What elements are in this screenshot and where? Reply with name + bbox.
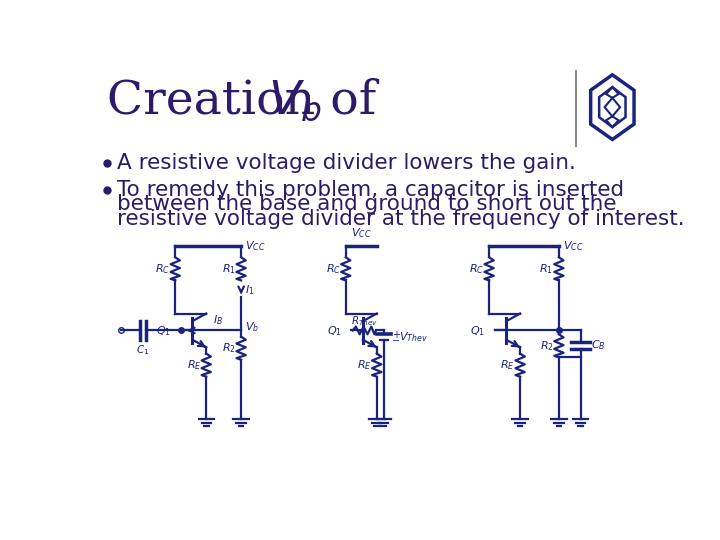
Text: +: +: [392, 330, 400, 340]
Text: Creation of: Creation of: [107, 79, 391, 124]
Text: $R_1$: $R_1$: [222, 262, 235, 276]
Text: $R_C$: $R_C$: [469, 262, 485, 276]
Text: $R_E$: $R_E$: [500, 358, 515, 372]
Text: $V_{CC}$: $V_{CC}$: [351, 226, 372, 240]
Text: $R_E$: $R_E$: [357, 358, 372, 372]
Text: $R_E$: $R_E$: [186, 358, 201, 372]
Text: $R_1$: $R_1$: [539, 262, 554, 276]
Text: between the base and ground to short out the: between the base and ground to short out…: [117, 194, 616, 214]
Text: $C_1$: $C_1$: [136, 343, 149, 356]
Text: −: −: [392, 336, 400, 346]
Text: $Q_1$: $Q_1$: [470, 325, 485, 338]
Text: $V_{CC}$: $V_{CC}$: [563, 239, 583, 253]
Text: $C_B$: $C_B$: [591, 339, 606, 353]
Text: To remedy this problem, a capacitor is inserted: To remedy this problem, a capacitor is i…: [117, 179, 624, 200]
Text: resistive voltage divider at the frequency of interest.: resistive voltage divider at the frequen…: [117, 209, 685, 229]
Text: $I_B$: $I_B$: [213, 313, 223, 327]
Text: $R_C$: $R_C$: [156, 262, 171, 276]
Text: $Q_1$: $Q_1$: [156, 325, 171, 338]
Text: $V_{Thev}$: $V_{Thev}$: [399, 330, 428, 345]
Text: $I_1$: $I_1$: [245, 283, 254, 296]
Text: A resistive voltage divider lowers the gain.: A resistive voltage divider lowers the g…: [117, 153, 576, 173]
Text: $Q_1$: $Q_1$: [327, 325, 342, 338]
Text: $R_C$: $R_C$: [325, 262, 341, 276]
Text: $R_2$: $R_2$: [222, 341, 235, 355]
Text: $R_2$: $R_2$: [539, 339, 554, 353]
Text: $R_{Thev}$: $R_{Thev}$: [351, 314, 378, 328]
Text: $V_b$: $V_b$: [245, 320, 259, 334]
Text: $V_{b}$: $V_{b}$: [269, 79, 322, 124]
Text: $V_{CC}$: $V_{CC}$: [245, 239, 266, 253]
